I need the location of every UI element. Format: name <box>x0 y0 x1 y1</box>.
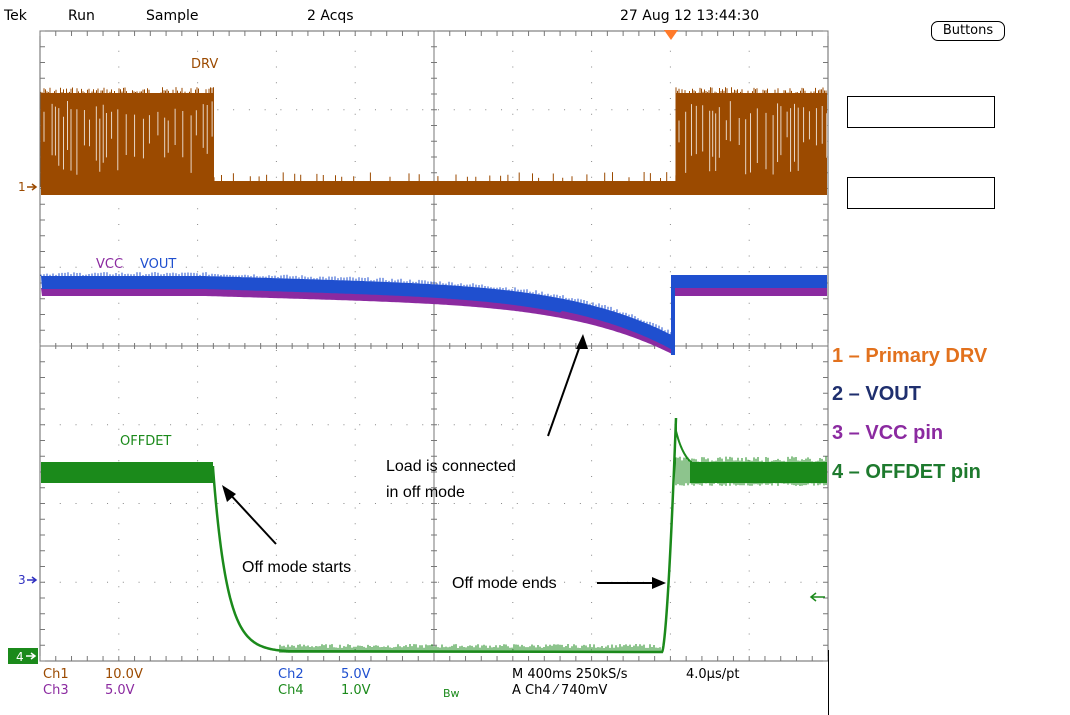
vcc-trace-right <box>675 287 827 296</box>
offdet-trace-label: OFFDET <box>120 434 171 449</box>
timebase-readout: M 400ms 250kS/s <box>512 667 628 682</box>
annotation-off-start: Off mode starts <box>242 559 351 576</box>
ch4-arrow-icon <box>26 652 37 660</box>
ch1-arrow-icon <box>27 183 38 191</box>
legend-item-vcc: 3 – VCC pin <box>832 422 944 444</box>
legend-item-vout: 2 – VOUT <box>832 383 921 405</box>
waveforms <box>40 87 828 654</box>
side-box-2[interactable] <box>847 177 995 209</box>
drv-trace-label: DRV <box>191 57 218 72</box>
side-box-1[interactable] <box>847 96 995 128</box>
ch4-label: Ch4 <box>278 683 304 698</box>
trigger-readout: A Ch4 ⁄ 740mV <box>512 683 608 698</box>
acquisition-mode: Sample <box>146 8 199 24</box>
brand-label: Tek <box>4 8 27 24</box>
annotation-off-end: Off mode ends <box>452 575 557 592</box>
run-status: Run <box>68 8 95 24</box>
load-arrow-icon <box>547 339 583 437</box>
bandwidth-limit: Bw <box>443 687 460 700</box>
vcc-trace <box>41 288 672 354</box>
ch4-scale: 1.0V <box>341 683 371 698</box>
ch2-label: Ch2 <box>278 667 304 682</box>
ch4-marker: 4 <box>16 650 24 664</box>
ch3-marker: 3 <box>18 573 26 587</box>
annotation-arrows <box>222 334 666 589</box>
annotation-load-line1: Load is connected <box>386 458 516 475</box>
trigger-marker-icon <box>664 30 678 40</box>
ch1-marker: 1 <box>18 180 26 194</box>
offdet-high-left <box>41 462 213 483</box>
vcc-trace-label: VCC <box>96 257 123 272</box>
ch2-scale: 5.0V <box>341 667 371 682</box>
divider <box>828 650 829 715</box>
ch3-label: Ch3 <box>43 683 69 698</box>
ch3-arrow-icon <box>27 576 38 584</box>
ch4-marker-box <box>8 648 38 664</box>
datetime-label: 27 Aug 12 13:44:30 <box>620 8 760 24</box>
offset-arrow-icon <box>809 592 825 602</box>
point-interval: 4.0µs/pt <box>686 667 740 682</box>
offdet-trace <box>211 417 678 654</box>
ch3-scale: 5.0V <box>105 683 135 698</box>
vout-trace <box>41 276 672 350</box>
ch1-label: Ch1 <box>43 667 69 682</box>
drv-baseline <box>41 181 827 195</box>
annotation-load-line2: in off mode <box>386 484 465 501</box>
ch1-scale: 10.0V <box>105 667 143 682</box>
buttons-button[interactable]: Buttons <box>931 21 1005 41</box>
legend-item-offdet: 4 – OFFDET pin <box>832 461 981 483</box>
legend-item-drv: 1 – Primary DRV <box>832 345 988 367</box>
vout-trace-label: VOUT <box>140 257 176 272</box>
vout-trace-right <box>675 275 827 288</box>
acquisition-count: 2 Acqs <box>307 8 354 24</box>
off-start-arrow-icon <box>226 490 277 545</box>
